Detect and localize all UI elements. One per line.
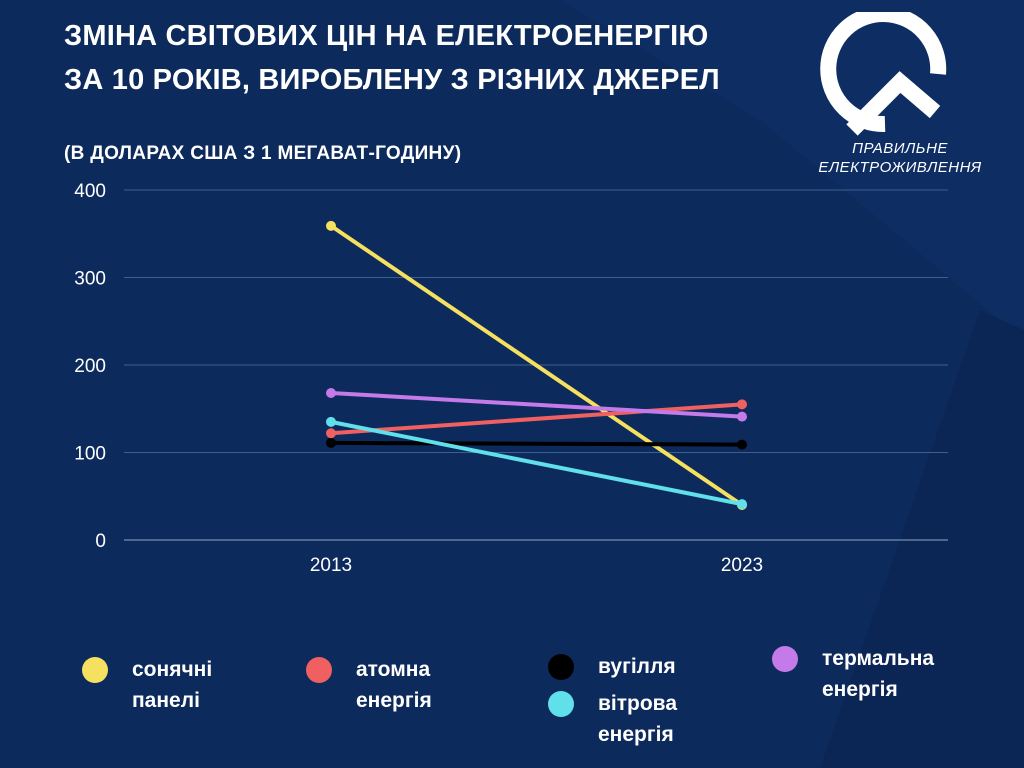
data-point-coal-2013 (326, 437, 336, 448)
legend-item-wind: вітрова енергія (548, 688, 738, 750)
chart-subtitle: (В ДОЛАРАХ США З 1 МЕГАВАТ-ГОДИНУ) (64, 143, 462, 164)
chart-series (326, 220, 747, 510)
series-wind (326, 416, 747, 510)
series-line-thermal (329, 391, 744, 419)
brand-logo-icon (820, 6, 947, 136)
y-tick-label: 0 (95, 531, 106, 552)
chart-grid (124, 189, 948, 541)
page-title: ЗМІНА СВІТОВИХ ЦІН НА ЕЛЕКТРОЕНЕРГІЮ ЗА … (64, 14, 720, 102)
x-tick-label: 2013 (310, 555, 352, 576)
data-point-thermal-2013 (326, 388, 336, 398)
series-line-nuclear (329, 402, 744, 436)
data-point-thermal-2023 (737, 411, 747, 422)
series-coal (326, 437, 747, 450)
data-point-wind-2023 (737, 499, 747, 510)
legend-item-solar: сонячні панелі (82, 654, 272, 716)
legend-label: атомна енергія (356, 658, 432, 712)
data-point-coal-2023 (737, 439, 747, 450)
legend-label: сонячні панелі (132, 658, 213, 712)
legend-swatch-thermal (772, 646, 798, 672)
y-tick-label: 400 (74, 181, 106, 202)
title-line-1: ЗМІНА СВІТОВИХ ЦІН НА ЕЛЕКТРОЕНЕРГІЮ (64, 20, 709, 52)
y-tick-label: 200 (74, 356, 106, 377)
data-point-nuclear-2023 (737, 399, 747, 410)
legend-label: термальна енергія (822, 647, 935, 701)
legend-swatch-coal (548, 654, 574, 680)
data-point-wind-2013 (326, 416, 336, 427)
legend-label: вітрова енергія (598, 692, 677, 746)
series-line-solar (329, 223, 744, 507)
y-tick-label: 100 (74, 444, 106, 465)
series-line-coal (329, 440, 744, 447)
title-line-2: ЗА 10 РОКІВ, ВИРОБЛЕНУ З РІЗНИХ ДЖЕРЕЛ (64, 64, 720, 96)
legend-swatch-solar (82, 657, 108, 683)
x-tick-label: 2023 (721, 555, 763, 576)
brand-logo: ПРАВИЛЬНЕ ЕЛЕКТРОЖИВЛЕННЯ (800, 6, 1000, 182)
y-tick-label: 300 (74, 269, 106, 290)
x-axis-ticks: 2013 2023 (310, 555, 763, 576)
logo-text-line-1: ПРАВИЛЬНЕ (852, 140, 948, 157)
legend-item-nuclear: атомна енергія (306, 654, 496, 716)
legend-swatch-nuclear (306, 657, 332, 683)
logo-text-line-2: ЕЛЕКТРОЖИВЛЕННЯ (818, 159, 982, 176)
legend-label: вугілля (598, 655, 676, 678)
series-nuclear (326, 399, 747, 439)
y-axis-ticks: 0 100 200 300 400 (74, 181, 106, 552)
legend-item-thermal: термальна енергія (772, 643, 962, 705)
data-point-nuclear-2013 (326, 428, 336, 439)
series-line-wind (329, 419, 744, 507)
legend-swatch-wind (548, 691, 574, 717)
series-thermal (326, 388, 747, 422)
data-point-solar-2013 (326, 220, 336, 231)
legend-item-coal: вугілля (548, 651, 738, 682)
